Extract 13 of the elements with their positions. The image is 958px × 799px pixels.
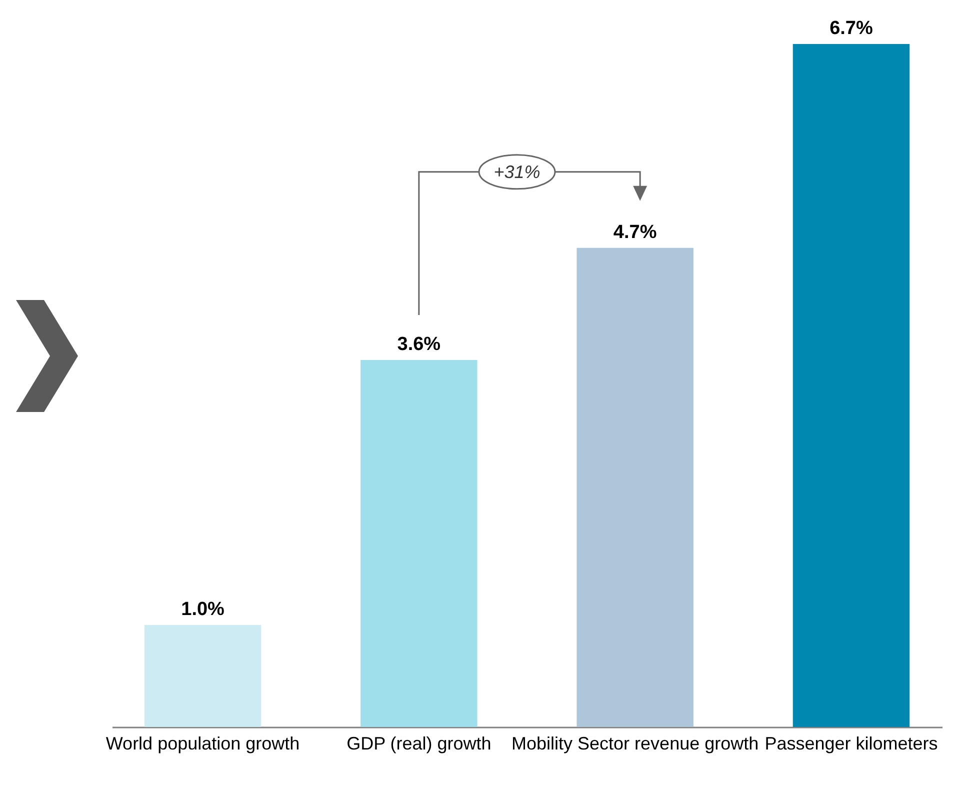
data-label: 3.6%	[397, 334, 441, 356]
bar	[792, 44, 910, 727]
x-tick-label: World population growth	[106, 734, 300, 754]
bar	[144, 625, 262, 727]
data-label: 6.7%	[830, 18, 873, 39]
x-tick-label: GDP (real) growth	[346, 734, 492, 754]
data-label: 4.7%	[613, 222, 657, 243]
x-tick-label: Passenger kilometers	[764, 734, 938, 754]
x-tick-label: Mobility Sector revenue growth	[512, 734, 759, 754]
bar	[576, 248, 694, 727]
data-label: 1.0%	[181, 599, 225, 620]
annotation: +31%	[494, 162, 540, 182]
bar	[360, 360, 478, 727]
